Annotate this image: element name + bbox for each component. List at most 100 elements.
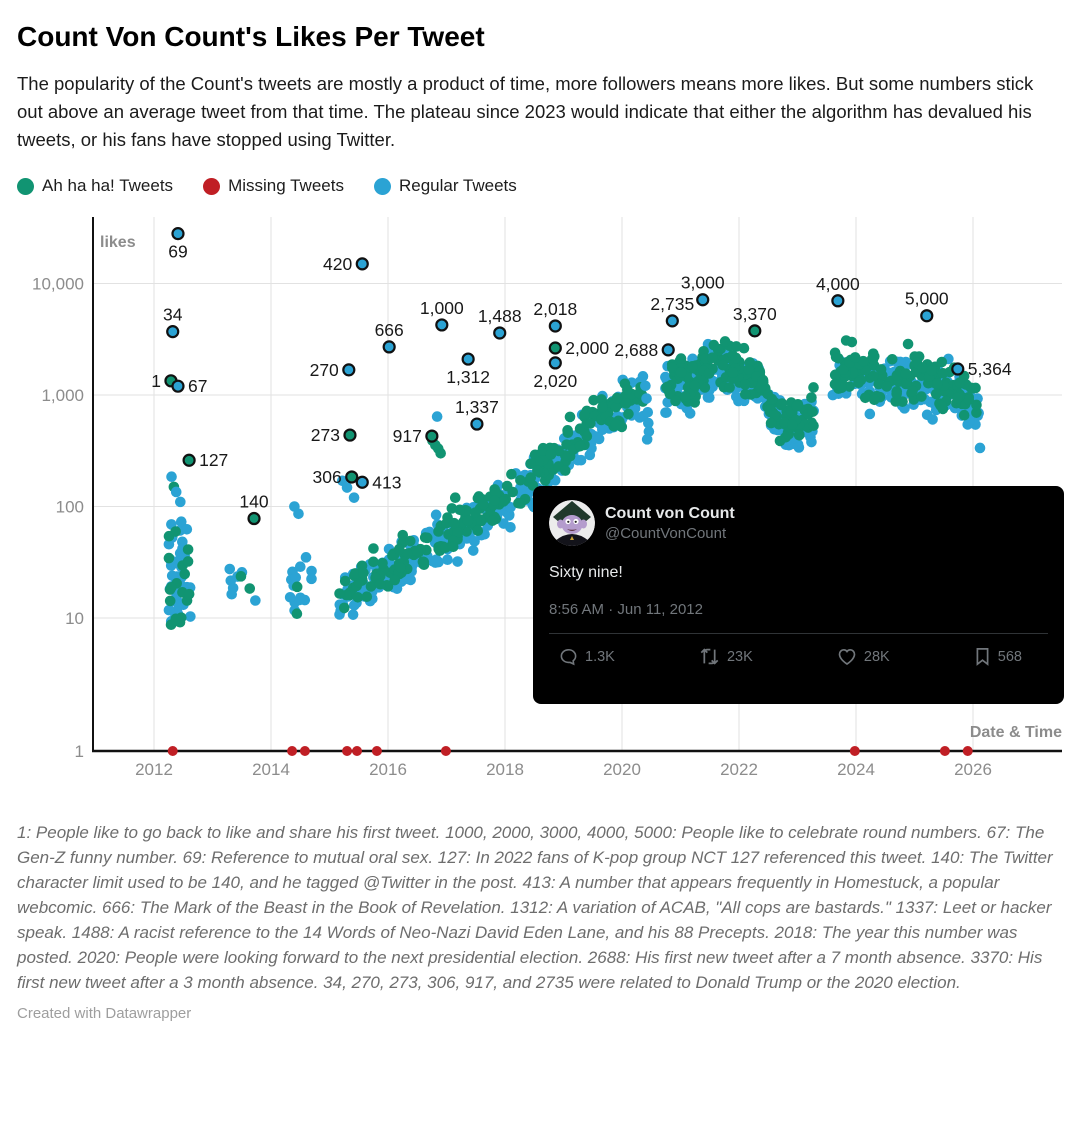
annotation-label: 420 [323,254,352,274]
annotated-dot [355,475,369,489]
tweet-timestamp: 8:56 AM · Jun 11, 2012 [549,601,703,618]
annotated-dot [247,511,261,526]
annotation-label: 1,337 [455,397,499,417]
tweet-divider [549,633,1048,634]
annotation-label: 127 [199,450,228,470]
legend-label: Ah ha ha! Tweets [42,176,174,195]
legend-label: Missing Tweets [228,176,344,195]
annotation-label: 1,000 [420,298,464,318]
retweet-count: 23K [726,648,753,665]
annotation-label: 666 [375,320,404,340]
legend-label: Regular Tweets [398,176,517,195]
tick-labels: 10,000 1,000 100 10 1 2012 2014 2016 2018 2020 202… [32,234,1062,779]
annotated-dot [748,324,762,338]
legend-item-regular: Regular Tweets [373,176,517,196]
annotated-dot [661,343,675,357]
reply-icon [560,648,577,666]
retweet-icon [700,648,719,665]
page-title: Count Von Count's Likes Per Tweet [17,21,485,52]
bookmark-stat: 568 [974,647,1022,666]
svg-text:1,000: 1,000 [41,386,84,405]
annotation-label: 2,020 [533,371,577,391]
annotated-dot [696,293,710,307]
tweet-text: Sixty nine! [549,564,623,581]
annotation-label: 2,688 [614,340,658,360]
annotated-dot [831,294,845,308]
annotated-dot [665,314,679,328]
svg-text:2018: 2018 [486,760,524,779]
annotations[interactable]: 69 34 1 67 127 140 270 273 306 413 420 666 917 1,000 1… [151,227,1012,526]
svg-text:2020: 2020 [603,760,641,779]
annotated-dot [182,453,196,467]
annotated-dot [470,417,484,431]
svg-text:2024: 2024 [837,760,875,779]
footnote: 1: People like to go back to like and sh… [17,823,1053,992]
tweet-author: Count von Count @CountVonCount [605,504,735,543]
annotated-dot [461,352,475,366]
scatter-dots[interactable] [163,335,986,631]
annotated-dot [342,363,356,377]
annotated-dot [493,326,507,340]
annotation-label: 1,488 [478,306,522,326]
annotation-label: 2,735 [650,294,694,314]
svg-text:2014: 2014 [252,760,290,779]
bookmark-icon [976,648,989,666]
annotation-label: 140 [239,492,268,512]
tweet-author-handle: @CountVonCount [605,524,727,542]
annotation-label: 4,000 [816,274,860,294]
annotation-label: 306 [313,467,342,487]
axes [92,217,1062,753]
annotated-dot [171,379,185,393]
annotation-label: 413 [372,472,401,492]
missing-tweet-dots[interactable] [167,746,973,756]
annotation-label: 1,312 [446,367,490,387]
annotation-label: 1 [151,371,161,391]
like-count: 28K [863,648,890,665]
annotated-dot [355,257,369,271]
count-avatar-icon [549,500,595,546]
bookmark-count: 568 [997,648,1022,665]
annotated-dot [171,227,185,241]
tweet-stats: 1.3K 23K 28K 568 [549,634,1048,666]
annotation-label: 67 [188,376,207,396]
like-stat: 28K [837,647,890,666]
annotated-dot [548,319,562,333]
legend-item-ahhaha: Ah ha ha! Tweets [17,176,173,196]
svg-text:2016: 2016 [369,760,407,779]
annotation-label: 917 [393,426,422,446]
y-axis-title: likes [100,234,136,251]
annotated-dot [951,362,965,376]
legend-swatch-blue [373,177,391,195]
annotation-label: 5,364 [968,359,1012,379]
reply-count: 1.3K [585,648,615,665]
annotated-dot [548,341,562,355]
annotated-dot [343,428,357,442]
datawrapper-credit: Created with Datawrapper [17,1005,192,1022]
annotated-dot [166,325,180,339]
legend-item-missing: Missing Tweets [203,176,344,196]
legend-swatch-green [17,177,34,195]
reply-stat: 1.3K [559,647,615,666]
svg-text:10: 10 [65,609,84,628]
avatar [549,500,595,546]
svg-text:10,000: 10,000 [32,275,84,294]
svg-text:2026: 2026 [954,760,992,779]
annotated-dot [435,318,449,332]
tweet-header: Count von Count @CountVonCount [549,500,1048,546]
annotation-label: 3,000 [681,273,725,293]
annotation-label: 2,000 [565,338,609,358]
chart-area[interactable]: 10,000 1,000 100 10 1 2012 2014 2016 2018 2020 202… [17,212,1064,790]
scatter-plot[interactable]: 10,000 1,000 100 10 1 2012 2014 2016 2018 2020 202… [0,212,1080,790]
legend-swatch-red [203,177,221,195]
annotation-label: 270 [310,360,339,380]
annotation-label: 34 [163,305,183,325]
annotated-dot [382,340,396,354]
svg-text:2012: 2012 [135,760,173,779]
svg-text:2022: 2022 [720,760,758,779]
svg-text:100: 100 [56,498,84,517]
x-axis-title: Date & Time [970,724,1062,741]
annotated-dot [920,309,934,323]
annotation-label: 2,018 [533,299,577,319]
tweet-author-name: Count von Count [605,504,735,522]
